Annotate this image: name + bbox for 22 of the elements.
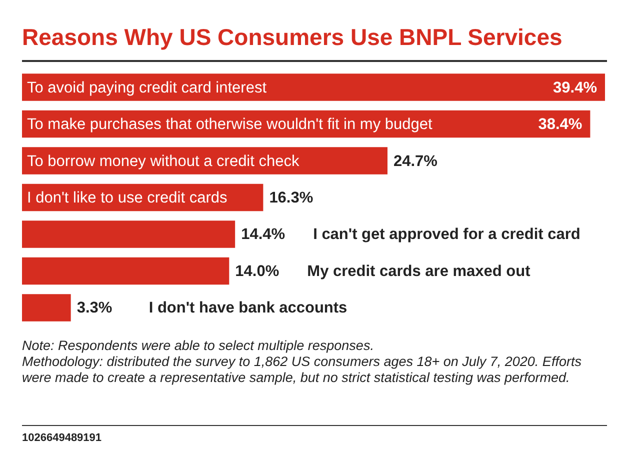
bar xyxy=(22,294,71,322)
bar xyxy=(22,257,230,285)
data-label: 3.3% xyxy=(76,300,112,317)
data-label: 38.4% xyxy=(538,116,582,134)
y-tick-label: To make purchases that otherwise wouldn't fit in my budget xyxy=(27,116,433,134)
bar xyxy=(22,74,605,101)
data-label: 39.4% xyxy=(553,79,598,96)
y-tick-label: My credit cards are maxed out xyxy=(307,262,530,280)
text: Note: Respondents were able to select multiple responses. xyxy=(22,338,375,354)
data-label: 14.4% xyxy=(241,226,286,244)
data-label: 16.3% xyxy=(269,190,314,206)
chart-title: Reasons Why US Consumers Use BNPL Services xyxy=(22,24,562,51)
bar xyxy=(22,220,236,248)
y-tick-label: To avoid paying credit card interest xyxy=(27,79,268,96)
y-tick-label: I can't get approved for a credit card xyxy=(313,226,580,244)
data-label: 14.0% xyxy=(235,262,280,280)
y-tick-label: I don't like to use credit cards xyxy=(27,190,228,206)
data-label: 24.7% xyxy=(393,152,438,170)
text: 1026649489191 xyxy=(22,432,102,444)
y-tick-label: To borrow money without a credit check xyxy=(27,152,300,170)
text: Methodology: distributed the survey to 1,862 US consumers ages 18+ on July 7, 2020. Efforts were made to create a representative sample, but no strict statistical testing was performed. xyxy=(22,354,582,386)
y-tick-label: I don't have bank accounts xyxy=(148,300,348,317)
